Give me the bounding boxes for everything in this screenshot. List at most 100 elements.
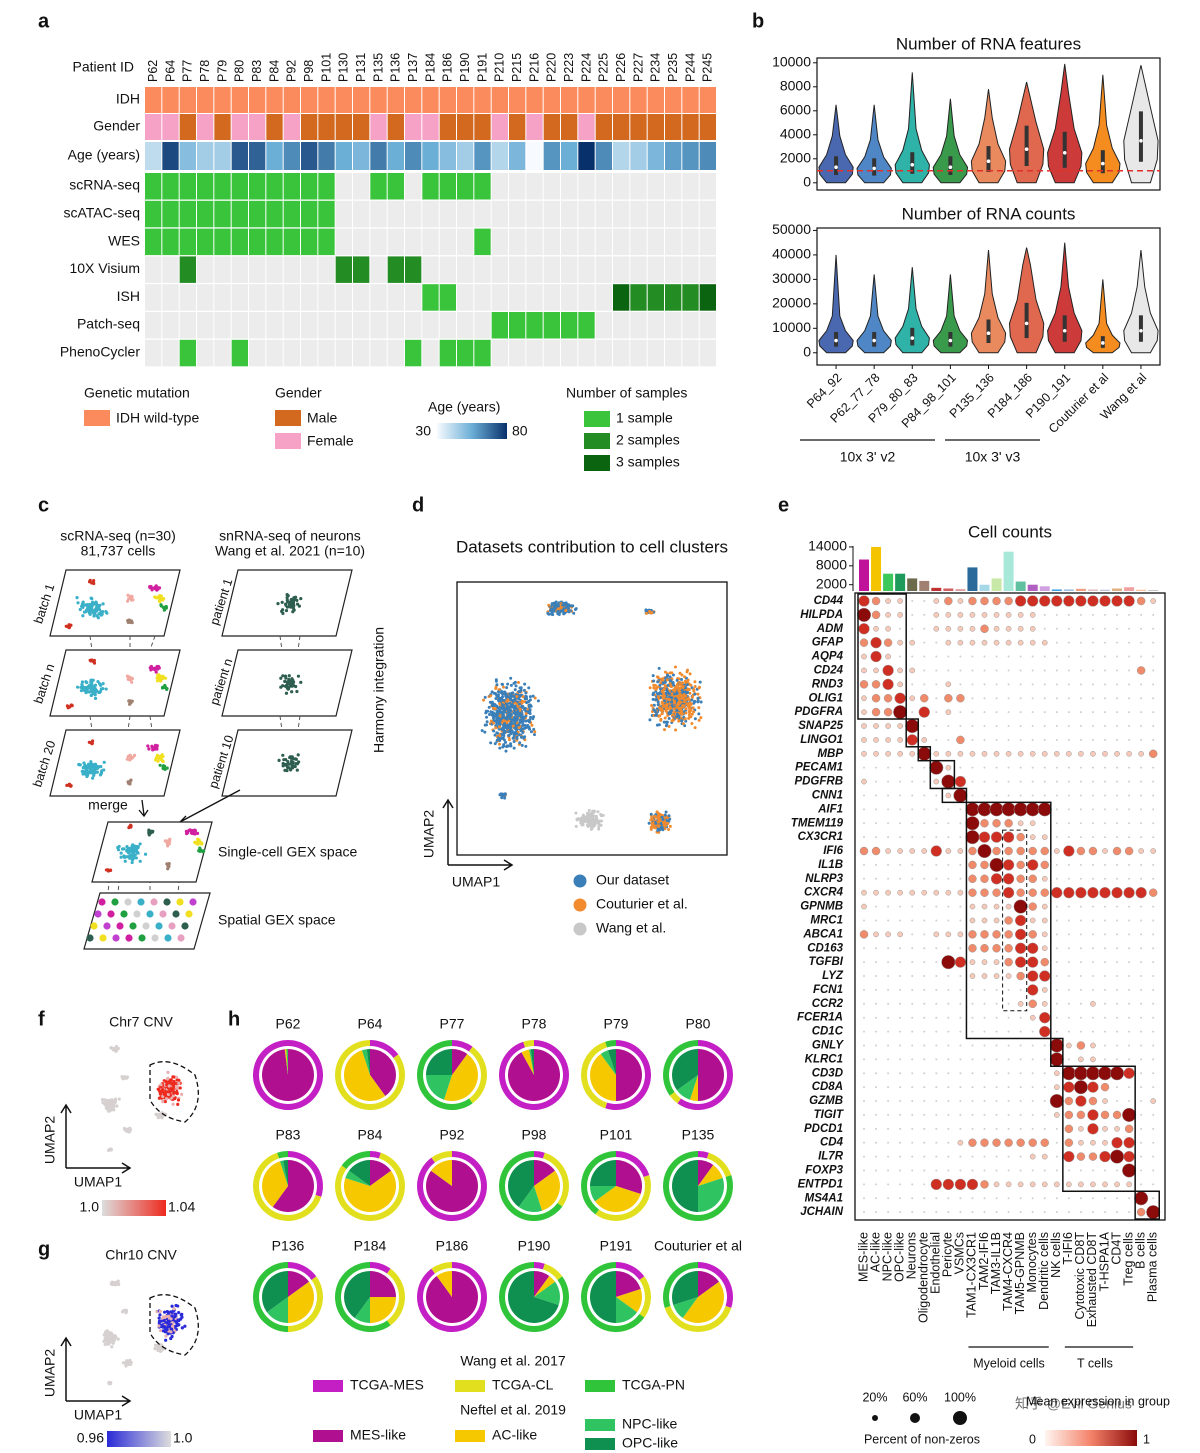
dot <box>1123 1067 1135 1079</box>
dot <box>1019 655 1022 658</box>
dot <box>899 780 902 783</box>
dot <box>1128 697 1131 700</box>
umap-point <box>658 687 662 691</box>
assay-cell <box>491 228 508 256</box>
dot <box>1104 1002 1106 1005</box>
assay-cell <box>613 312 630 339</box>
umap-point <box>687 716 691 720</box>
dot <box>1029 1153 1036 1160</box>
dot <box>929 760 944 775</box>
idh-cell <box>353 87 370 113</box>
patient-id: P227 <box>631 53 645 82</box>
dot <box>899 1072 902 1075</box>
dot <box>1104 780 1106 783</box>
gene-label: LINGO1 <box>800 734 843 746</box>
assay-cell <box>595 312 612 339</box>
umap-point <box>115 1104 119 1108</box>
assay-cell <box>283 312 300 339</box>
umap-point <box>482 698 486 702</box>
umap-point <box>511 694 515 698</box>
umap-point <box>171 1324 175 1328</box>
cell-dot <box>87 740 91 744</box>
umap-point <box>175 1321 179 1325</box>
dot <box>1055 919 1058 922</box>
dot <box>1019 1030 1022 1033</box>
dot <box>911 683 914 686</box>
dot <box>959 655 962 658</box>
dot <box>1087 1109 1099 1121</box>
umap-point <box>589 817 593 821</box>
dot <box>1043 711 1046 714</box>
umap-point <box>688 672 692 676</box>
dot <box>1019 1016 1022 1019</box>
umap-point <box>688 707 692 711</box>
cell-dot <box>119 851 123 855</box>
umap-point <box>109 1281 113 1285</box>
dot <box>971 780 974 783</box>
gene-label: GPNMB <box>800 901 843 913</box>
umap-point <box>523 697 527 701</box>
dot <box>1064 1096 1074 1106</box>
assay-cell <box>405 228 422 256</box>
assay-cell <box>561 339 578 367</box>
legend-dot <box>573 898 587 912</box>
dot <box>1114 750 1120 757</box>
umap-point <box>549 612 553 616</box>
cell-dot <box>190 831 195 836</box>
dot <box>957 612 964 618</box>
dot <box>1116 863 1119 866</box>
dot <box>947 1155 950 1158</box>
panel-label: e <box>778 494 789 516</box>
assay-cell <box>179 284 196 311</box>
assay-cell <box>335 339 352 367</box>
dot <box>1001 802 1016 817</box>
dot <box>1140 877 1143 880</box>
dot <box>1079 669 1082 672</box>
dot <box>1079 905 1082 908</box>
assay-cell <box>439 228 456 256</box>
dot <box>971 1169 974 1172</box>
cell-dot <box>85 604 89 608</box>
dot <box>933 612 940 618</box>
dot <box>911 877 914 880</box>
dot <box>863 1211 865 1214</box>
assay-cell <box>301 256 318 283</box>
umap-point <box>647 821 651 825</box>
dot <box>1116 933 1119 936</box>
cell-dot <box>153 595 157 599</box>
dot <box>1091 1016 1094 1019</box>
dot <box>1067 655 1070 658</box>
dot <box>968 1138 977 1147</box>
umap-point <box>109 1337 113 1341</box>
dot <box>1079 725 1082 728</box>
dot <box>1028 888 1037 897</box>
cell-dot <box>295 689 299 694</box>
assay-cell <box>665 312 682 339</box>
umap-point <box>671 681 675 685</box>
label: UMAP1 <box>452 874 500 890</box>
umap-point <box>493 742 497 746</box>
dot <box>875 1141 878 1144</box>
label: UMAP2 <box>421 810 437 858</box>
label: UMAP2 <box>42 1116 58 1164</box>
dot <box>1004 596 1013 606</box>
dot <box>1005 1181 1012 1188</box>
cell-dot <box>84 608 89 613</box>
dot <box>911 600 914 602</box>
dot <box>899 655 902 658</box>
label: 81,737 cells <box>81 543 156 559</box>
dot <box>923 1030 926 1033</box>
dot <box>873 750 879 757</box>
cell-dot <box>199 842 204 846</box>
dot <box>1088 1096 1098 1106</box>
dot <box>1116 975 1119 978</box>
dot <box>968 846 977 856</box>
dot <box>980 930 989 939</box>
assay-cell <box>387 312 404 339</box>
label: Spatial GEX space <box>218 912 336 928</box>
dot <box>1128 961 1131 964</box>
dot <box>1066 1042 1072 1049</box>
umap-point <box>512 711 516 715</box>
dot <box>887 947 890 950</box>
dot <box>1116 766 1119 769</box>
